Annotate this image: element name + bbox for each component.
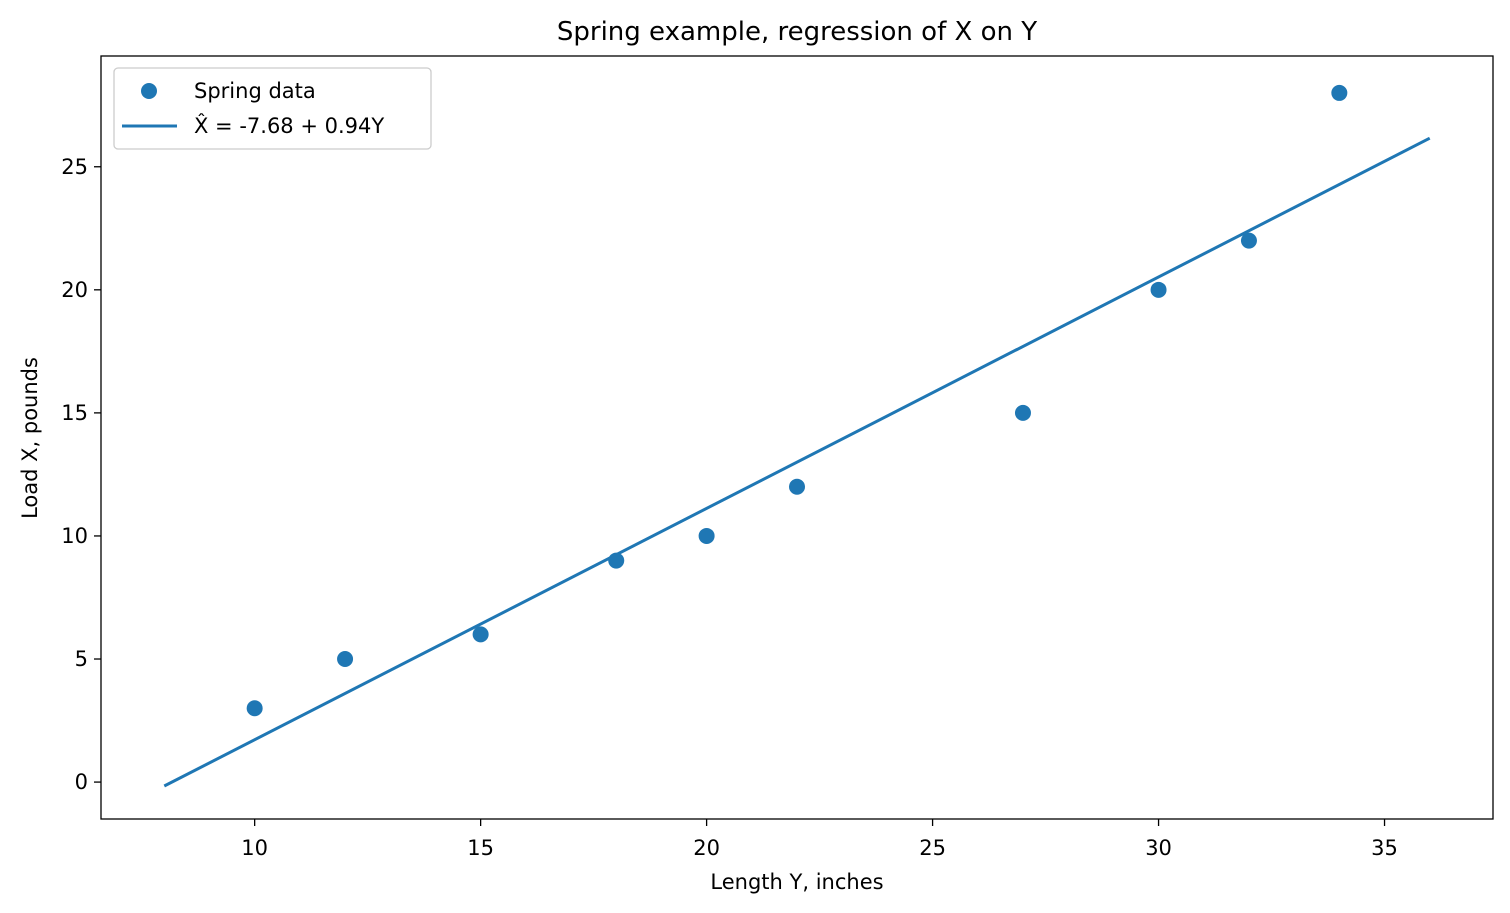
data-point <box>337 651 354 668</box>
x-tick-label: 30 <box>1145 836 1172 860</box>
regression-line <box>163 136 1431 788</box>
x-tick-label: 20 <box>693 836 720 860</box>
y-tick-label: 0 <box>75 770 88 794</box>
y-tick-label: 15 <box>61 401 88 425</box>
data-point <box>1240 232 1257 249</box>
x-tick-label: 10 <box>241 836 268 860</box>
x-tick-label: 25 <box>919 836 946 860</box>
y-tick-label: 10 <box>61 524 88 548</box>
x-axis-label: Length Y, inches <box>710 870 883 894</box>
data-point <box>608 552 625 569</box>
chart-title: Spring example, regression of X on Y <box>557 17 1037 47</box>
legend-scatter-marker <box>141 83 157 99</box>
legend: Spring data X̂ = -7.68 + 0.94Y <box>113 67 432 150</box>
data-point <box>246 700 263 717</box>
x-tick-label: 35 <box>1371 836 1398 860</box>
plot-frame <box>100 55 1494 820</box>
legend-box <box>113 67 432 150</box>
x-tick-label: 15 <box>467 836 494 860</box>
y-axis-label: Load X, pounds <box>18 357 42 519</box>
y-axis: 0 5 10 15 20 25 <box>61 155 101 794</box>
data-point <box>1150 281 1167 298</box>
data-point <box>789 478 805 495</box>
y-tick-label: 25 <box>61 155 88 179</box>
y-tick-label: 5 <box>75 647 88 671</box>
data-point <box>1014 404 1031 421</box>
data-point <box>1331 84 1348 101</box>
y-tick-label: 20 <box>61 278 88 302</box>
legend-label-spring-data: Spring data <box>194 79 316 103</box>
x-axis: 10 15 20 25 30 35 <box>241 819 1398 860</box>
data-point <box>698 527 715 544</box>
legend-label-regression: X̂ = -7.68 + 0.94Y <box>194 113 384 138</box>
data-point <box>472 626 489 643</box>
plot-area <box>163 84 1431 788</box>
